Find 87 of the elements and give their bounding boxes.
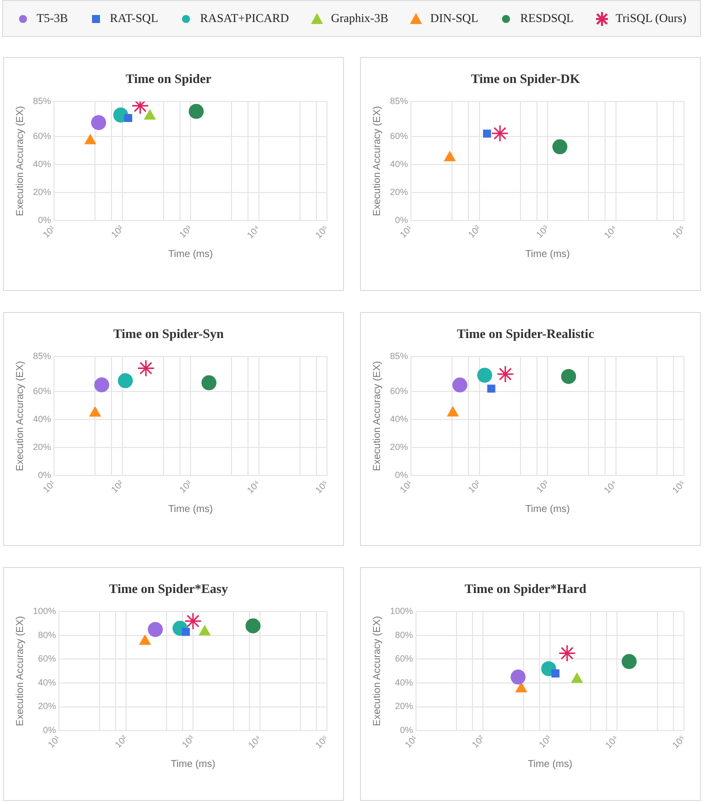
y-tick-label: 85% <box>33 96 52 106</box>
x-tick-label: 10³ <box>180 733 196 750</box>
y-tick-label: 40% <box>390 159 408 170</box>
y-axis-title: Execution Accuracy (EX) <box>372 616 383 726</box>
y-tick-label: 60% <box>38 654 56 664</box>
x-tick-label: 10³ <box>536 733 554 750</box>
y-axis-title: Execution Accuracy (EX) <box>14 361 26 472</box>
x-tick-label: 10³ <box>534 478 551 495</box>
x-tick-label: 10² <box>109 478 126 495</box>
y-axis-title: Execution Accuracy (EX) <box>372 361 383 472</box>
x-tick-label: 10³ <box>534 223 551 240</box>
chart-title: Time on Spider-DK <box>470 71 581 86</box>
y-tick-label: 40% <box>395 677 414 688</box>
legend-label: DIN-SQL <box>430 11 478 26</box>
x-tick-label: 10⁵ <box>313 478 330 496</box>
legend-label: Graphix-3B <box>330 11 388 26</box>
legend-label: RAT-SQL <box>110 11 158 26</box>
y-tick-label: 60% <box>33 386 52 396</box>
y-tick-label: 20% <box>395 701 414 712</box>
x-tick-label: 10⁵ <box>670 478 688 496</box>
chart-title: Time on Spider-Realistic <box>456 326 594 342</box>
y-axis-title: Execution Accuracy (EX) <box>372 106 383 216</box>
x-axis-title: Time (ms) <box>525 504 570 515</box>
y-tick-label: 100% <box>390 606 414 616</box>
chart-title: Time on Spider*Easy <box>109 581 228 596</box>
x-tick-label: 10⁴ <box>245 223 262 240</box>
y-axis-title: Execution Accuracy (EX) <box>14 616 26 726</box>
y-tick-label: 0% <box>395 215 408 226</box>
y-tick-label: 0% <box>38 215 52 226</box>
chart-title: Time on Spider-Syn <box>113 326 225 342</box>
y-tick-label: 0% <box>38 470 52 480</box>
y-tick-label: 85% <box>390 96 408 106</box>
y-tick-label: 0% <box>395 470 408 480</box>
x-tick-label: 10¹ <box>398 478 414 495</box>
x-tick-label: 10⁴ <box>603 733 620 750</box>
y-tick-label: 0% <box>400 725 414 736</box>
legend-label: T5-3B <box>36 11 68 26</box>
y-tick-label: 0% <box>43 725 56 736</box>
x-tick-label: 10¹ <box>46 733 62 750</box>
y-tick-label: 85% <box>390 351 408 362</box>
x-tick-label: 10² <box>112 733 130 750</box>
x-tick-label: 10⁵ <box>670 223 688 240</box>
chart-title: Time on Spider <box>126 71 212 86</box>
x-axis-title: Time (ms) <box>528 758 572 770</box>
y-tick-label: 20% <box>390 442 408 452</box>
y-tick-label: 60% <box>33 131 52 142</box>
x-axis-title: Time (ms) <box>168 504 213 515</box>
x-tick-label: 10¹ <box>40 223 58 240</box>
y-tick-label: 40% <box>33 414 52 424</box>
legend-label: RESDSQL <box>520 11 574 26</box>
y-tick-label: 20% <box>33 187 52 198</box>
x-axis-title: Time (ms) <box>525 248 570 260</box>
x-tick-label: 10⁴ <box>602 478 620 496</box>
legend-label: TriSQL (Ours) <box>616 11 686 26</box>
x-tick-label: 10² <box>466 478 482 495</box>
y-tick-label: 60% <box>390 131 408 142</box>
y-tick-label: 85% <box>33 351 52 362</box>
y-tick-label: 40% <box>38 677 56 688</box>
y-tick-label: 80% <box>38 630 56 640</box>
y-tick-label: 80% <box>395 630 414 640</box>
x-tick-label: 10⁴ <box>602 223 620 240</box>
y-tick-label: 100% <box>32 606 56 616</box>
y-tick-label: 20% <box>33 442 52 452</box>
y-tick-label: 60% <box>395 654 414 664</box>
y-tick-label: 20% <box>38 701 56 712</box>
x-tick-label: 10² <box>470 733 486 750</box>
x-axis-title: Time (ms) <box>170 758 216 770</box>
y-axis-title: Execution Accuracy (EX) <box>14 106 26 216</box>
x-tick-label: 10⁵ <box>313 733 330 750</box>
x-tick-label: 10¹ <box>402 733 420 750</box>
x-tick-label: 10⁵ <box>670 733 688 750</box>
x-tick-label: 10⁴ <box>245 478 262 496</box>
chart-title: Time on Spider*Hard <box>464 581 588 596</box>
x-tick-label: 10¹ <box>40 478 58 495</box>
y-tick-label: 20% <box>390 187 408 198</box>
x-tick-label: 10¹ <box>398 223 414 240</box>
x-tick-label: 10³ <box>177 223 194 240</box>
x-tick-label: 10⁴ <box>246 733 264 750</box>
y-tick-label: 40% <box>33 159 52 170</box>
x-tick-label: 10³ <box>177 478 194 495</box>
x-tick-label: 10² <box>109 223 126 240</box>
x-tick-label: 10⁵ <box>313 223 330 240</box>
x-axis-title: Time (ms) <box>168 248 213 260</box>
legend-label: RASAT+PICARD <box>200 11 289 26</box>
x-tick-label: 10² <box>466 223 482 240</box>
y-tick-label: 60% <box>390 386 408 396</box>
y-tick-label: 40% <box>390 414 408 424</box>
